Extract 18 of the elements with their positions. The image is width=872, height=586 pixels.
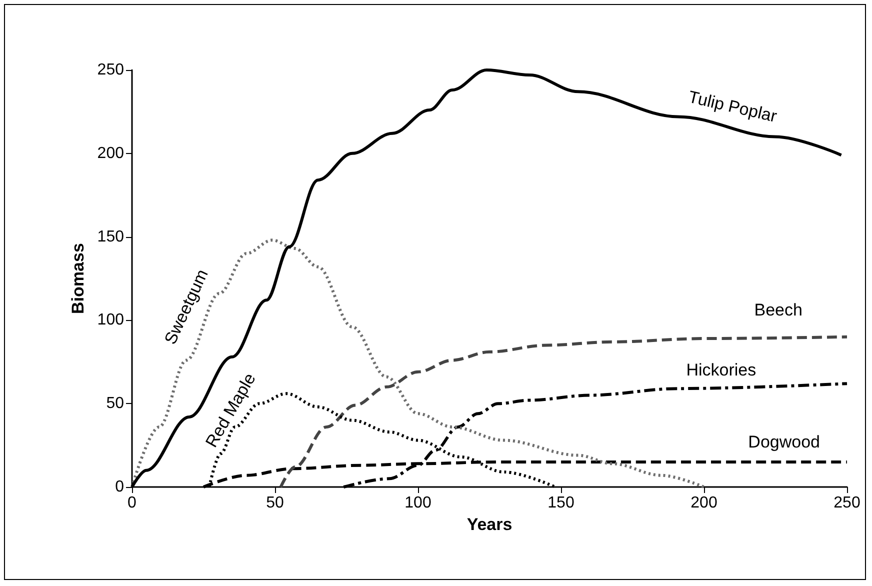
series-label: Dogwood (748, 432, 820, 452)
y-tick-label: 150 (97, 228, 124, 246)
x-tick-label: 50 (266, 494, 284, 512)
y-tick-label: 50 (106, 395, 124, 412)
series-label: Beech (754, 300, 802, 320)
x-tick-label: 150 (548, 494, 574, 512)
y-tick-label: 200 (97, 144, 124, 162)
y-tick-label: 250 (97, 62, 124, 78)
y-tick-label: 0 (115, 478, 124, 496)
x-tick-label: 250 (834, 494, 860, 512)
x-tick-label: 200 (690, 494, 718, 512)
x-axis-title: Years (466, 514, 512, 534)
series-label: Hickories (686, 360, 756, 380)
y-tick-label: 100 (97, 312, 124, 329)
x-tick-label: 100 (404, 494, 432, 512)
y-axis-title: Biomass (68, 243, 88, 314)
text: Tulip Poplar (686, 87, 779, 126)
x-tick-label: 0 (128, 494, 137, 512)
